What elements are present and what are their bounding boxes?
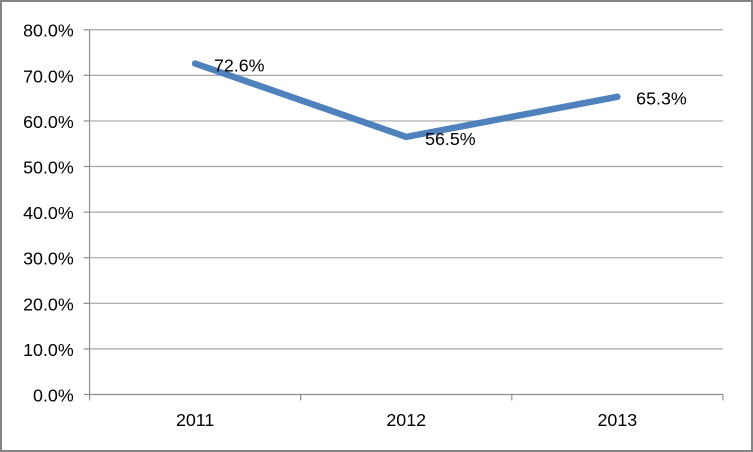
data-label: 72.6% — [214, 55, 265, 75]
x-axis-tick-label: 2011 — [176, 410, 214, 430]
series-line — [191, 60, 621, 141]
y-axis-tick-label: 30.0% — [23, 249, 74, 269]
data-label: 56.5% — [425, 129, 476, 149]
y-axis-tick-label: 40.0% — [23, 203, 74, 223]
x-axis-tick-label: 2013 — [598, 410, 638, 430]
y-axis-tick-label: 60.0% — [23, 112, 74, 132]
y-axis-tick-label: 50.0% — [23, 158, 74, 178]
data-label: 65.3% — [636, 89, 687, 109]
y-axis-tick-label: 80.0% — [23, 21, 74, 41]
x-axis-tick-label: 2012 — [386, 410, 426, 430]
y-axis-tick-label: 0.0% — [33, 385, 74, 405]
y-axis-tick-label: 10.0% — [23, 340, 74, 360]
y-axis-tick-label: 70.0% — [23, 66, 74, 86]
y-axis-tick-label: 20.0% — [23, 294, 74, 314]
